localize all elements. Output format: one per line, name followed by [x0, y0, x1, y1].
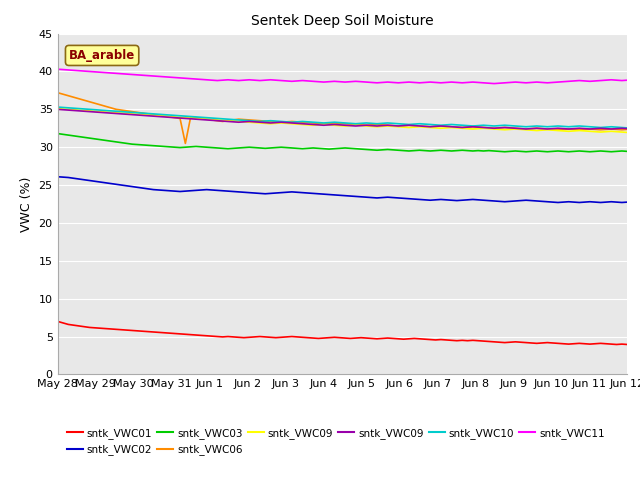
Text: BA_arable: BA_arable	[69, 49, 135, 62]
Legend: sntk_VWC01, sntk_VWC02, sntk_VWC03, sntk_VWC06, sntk_VWC09, sntk_VWC09, sntk_VWC: sntk_VWC01, sntk_VWC02, sntk_VWC03, sntk…	[63, 424, 609, 459]
Title: Sentek Deep Soil Moisture: Sentek Deep Soil Moisture	[251, 14, 434, 28]
Y-axis label: VWC (%): VWC (%)	[20, 176, 33, 232]
